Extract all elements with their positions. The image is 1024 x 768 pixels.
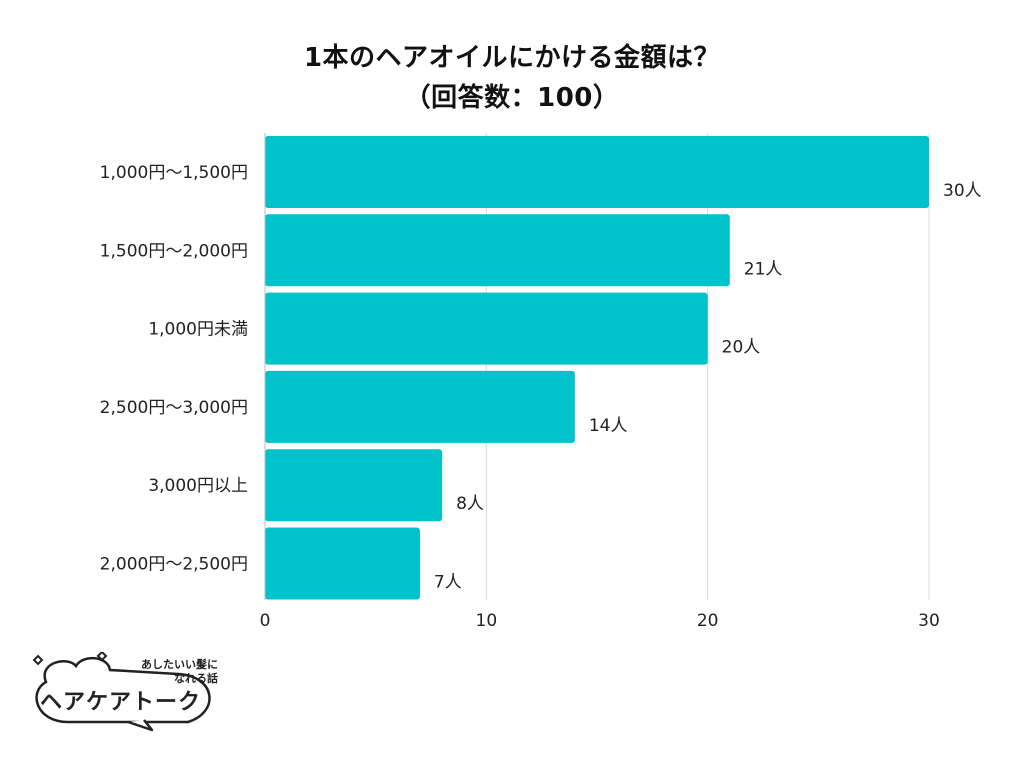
- speech-cloud-icon: [32, 652, 211, 732]
- logo-tagline-2: なれる話: [174, 672, 218, 685]
- category-label: 1,000円未満: [148, 320, 248, 340]
- bar: [265, 214, 730, 287]
- logo-tagline: あしたいい髪に なれる話: [118, 658, 218, 686]
- bar: [265, 292, 708, 365]
- bar: [265, 370, 575, 443]
- category-label: 1,000円〜1,500円: [100, 163, 248, 183]
- value-label: 7人: [434, 573, 462, 593]
- logo-tagline-1: あしたいい髪に: [141, 658, 218, 671]
- chart-title-line-2: （回答数：100）: [404, 83, 620, 113]
- value-label: 20人: [722, 338, 761, 358]
- value-label: 8人: [456, 494, 484, 514]
- x-tick-label: 0: [260, 611, 271, 631]
- bar: [265, 136, 929, 208]
- chart-title: 1本のヘアオイルにかける金額は？ （回答数：100）: [0, 38, 1024, 118]
- category-label: 1,500円〜2,000円: [100, 241, 248, 261]
- category-label: 3,000円以上: [148, 476, 248, 496]
- chart-title-line-1: 1本のヘアオイルにかける金額は？: [303, 43, 721, 73]
- value-label: 21人: [744, 259, 783, 279]
- brand-logo: あしたいい髪に なれる話 ヘアケアトーク: [28, 652, 228, 732]
- category-label: 2,500円〜3,000円: [100, 398, 248, 418]
- x-tick-label: 20: [697, 611, 719, 631]
- x-tick-label: 10: [476, 611, 498, 631]
- bar: [265, 527, 420, 600]
- value-label: 14人: [589, 416, 628, 436]
- bar: [265, 449, 443, 522]
- value-label: 30人: [943, 181, 982, 201]
- category-label: 2,000円〜2,500円: [100, 555, 248, 575]
- x-tick-label: 30: [918, 611, 940, 631]
- logo-name: ヘアケアトーク: [40, 690, 202, 715]
